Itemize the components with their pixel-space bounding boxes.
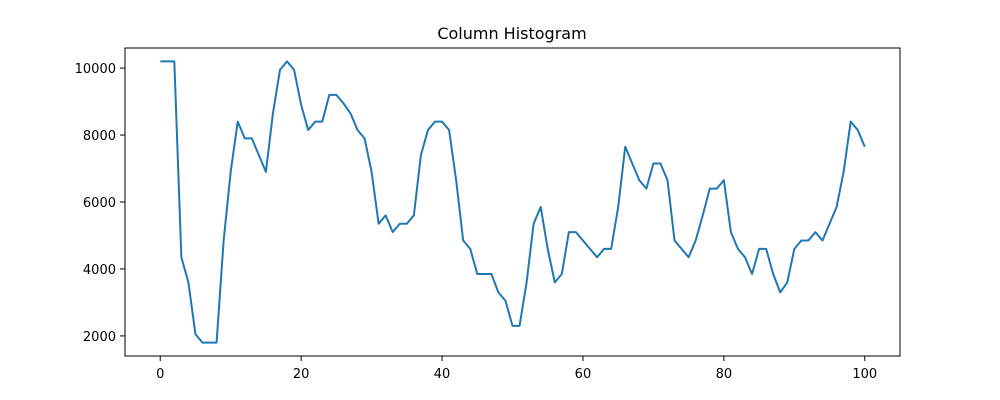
y-axis: 2000 4000 6000 8000 10000 bbox=[75, 62, 125, 345]
x-tick-label: 20 bbox=[293, 367, 310, 382]
x-tick-label: 40 bbox=[434, 367, 451, 382]
plot-area bbox=[124, 47, 901, 357]
y-tick-label: 10000 bbox=[75, 62, 116, 77]
chart-title: Column Histogram bbox=[437, 24, 586, 43]
x-tick-label: 80 bbox=[716, 367, 733, 382]
y-tick-label: 4000 bbox=[83, 263, 116, 278]
y-tick-label: 8000 bbox=[83, 129, 116, 144]
x-tick-label: 60 bbox=[575, 367, 592, 382]
x-tick-label: 0 bbox=[156, 367, 164, 382]
series-line bbox=[160, 60, 866, 344]
y-tick-label: 2000 bbox=[83, 330, 116, 345]
x-tick-label: 100 bbox=[852, 367, 877, 382]
x-axis: 0 20 40 60 80 100 bbox=[156, 356, 877, 382]
y-tick-label: 6000 bbox=[83, 196, 116, 211]
